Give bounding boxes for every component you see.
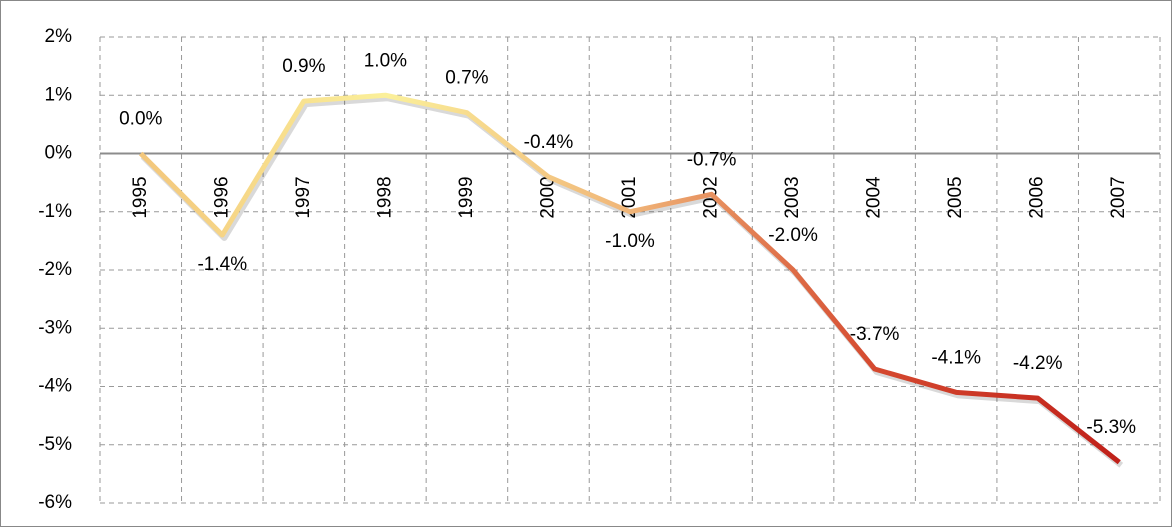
x-tick-label: 1997: [293, 176, 314, 218]
y-tick-label: -6%: [38, 492, 72, 513]
x-tick-label: 2005: [945, 176, 966, 218]
data-label: -4.2%: [1013, 353, 1063, 374]
y-tick-label: 1%: [45, 84, 73, 105]
data-label: 1.0%: [364, 50, 407, 71]
y-tick-label: 2%: [45, 26, 73, 47]
x-tick-label: 2004: [864, 176, 885, 219]
data-label: -5.3%: [1086, 417, 1136, 438]
y-tick-label: -3%: [38, 317, 72, 338]
x-tick-label: 2002: [701, 176, 722, 218]
x-tick-label: 1999: [456, 176, 477, 218]
x-tick-label: 2000: [537, 176, 558, 218]
y-tick-label: -2%: [38, 259, 72, 280]
line-shadow: [140, 95, 1124, 468]
data-label: 0.9%: [282, 56, 325, 77]
data-label: 0.0%: [119, 109, 162, 130]
x-tick-label: 2007: [1108, 176, 1129, 218]
y-tick-label: -4%: [38, 376, 72, 397]
data-label: -3.7%: [850, 324, 900, 345]
x-tick-label: 1996: [211, 176, 232, 218]
data-label: -1.4%: [197, 254, 247, 275]
y-tick-label: -5%: [38, 434, 72, 455]
data-label: -0.4%: [524, 132, 574, 153]
data-label: -4.1%: [931, 347, 981, 368]
x-tick-label: 2006: [1027, 176, 1048, 218]
data-label: -2.0%: [768, 225, 818, 246]
x-tick-label: 1995: [130, 176, 151, 218]
data-label: 0.7%: [445, 68, 488, 89]
x-tick-label: 1998: [374, 176, 395, 218]
data-line: [139, 92, 1121, 465]
data-label: -1.0%: [605, 231, 655, 252]
data-label: -0.7%: [687, 149, 737, 170]
y-tick-label: 0%: [45, 143, 73, 164]
y-tick-label: -1%: [38, 201, 72, 222]
x-tick-label: 2003: [782, 176, 803, 218]
